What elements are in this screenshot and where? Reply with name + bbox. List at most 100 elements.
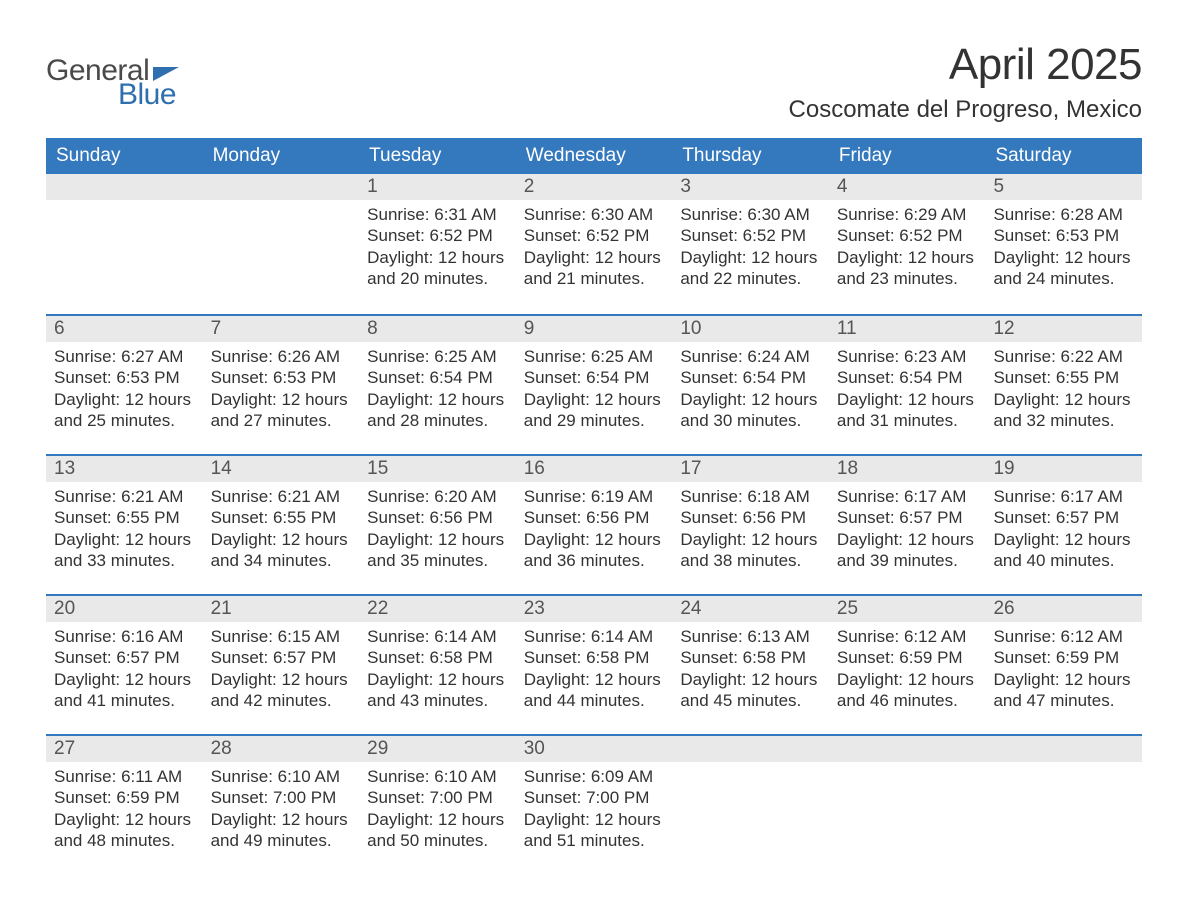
day-number: 8 xyxy=(359,316,516,342)
sunset-line: Sunset: 6:56 PM xyxy=(524,507,665,528)
sunrise-line: Sunrise: 6:14 AM xyxy=(367,626,508,647)
day-number: 9 xyxy=(516,316,673,342)
day-cell: 17Sunrise: 6:18 AMSunset: 6:56 PMDayligh… xyxy=(672,456,829,584)
logo-word-blue: Blue xyxy=(118,78,179,112)
sunrise-line: Sunrise: 6:31 AM xyxy=(367,204,508,225)
day-body: Sunrise: 6:14 AMSunset: 6:58 PMDaylight:… xyxy=(516,622,673,721)
day-header: Sunday xyxy=(46,138,203,174)
day-cell: 10Sunrise: 6:24 AMSunset: 6:54 PMDayligh… xyxy=(672,316,829,444)
title-block: April 2025 Coscomate del Progreso, Mexic… xyxy=(789,40,1142,124)
day-body: Sunrise: 6:31 AMSunset: 6:52 PMDaylight:… xyxy=(359,200,516,299)
day-body: Sunrise: 6:16 AMSunset: 6:57 PMDaylight:… xyxy=(46,622,203,721)
sunrise-line: Sunrise: 6:21 AM xyxy=(211,486,352,507)
daylight-line: Daylight: 12 hours and 50 minutes. xyxy=(367,809,508,852)
sunset-line: Sunset: 7:00 PM xyxy=(367,787,508,808)
day-number: 23 xyxy=(516,596,673,622)
sunset-line: Sunset: 6:52 PM xyxy=(367,225,508,246)
week-row: 6Sunrise: 6:27 AMSunset: 6:53 PMDaylight… xyxy=(46,314,1142,444)
daylight-line: Daylight: 12 hours and 42 minutes. xyxy=(211,669,352,712)
day-header: Saturday xyxy=(985,138,1142,174)
sunset-line: Sunset: 6:52 PM xyxy=(680,225,821,246)
daylight-line: Daylight: 12 hours and 41 minutes. xyxy=(54,669,195,712)
daylight-line: Daylight: 12 hours and 22 minutes. xyxy=(680,247,821,290)
day-body: Sunrise: 6:20 AMSunset: 6:56 PMDaylight:… xyxy=(359,482,516,581)
day-header: Monday xyxy=(203,138,360,174)
sunset-line: Sunset: 6:56 PM xyxy=(367,507,508,528)
daylight-line: Daylight: 12 hours and 28 minutes. xyxy=(367,389,508,432)
day-body: Sunrise: 6:30 AMSunset: 6:52 PMDaylight:… xyxy=(672,200,829,299)
daylight-line: Daylight: 12 hours and 29 minutes. xyxy=(524,389,665,432)
logo: General Blue xyxy=(46,54,179,112)
day-number: 7 xyxy=(203,316,360,342)
sunset-line: Sunset: 6:54 PM xyxy=(837,367,978,388)
day-body: Sunrise: 6:12 AMSunset: 6:59 PMDaylight:… xyxy=(985,622,1142,721)
sunrise-line: Sunrise: 6:10 AM xyxy=(211,766,352,787)
day-number: 2 xyxy=(516,174,673,200)
sunrise-line: Sunrise: 6:21 AM xyxy=(54,486,195,507)
sunset-line: Sunset: 7:00 PM xyxy=(524,787,665,808)
sunrise-line: Sunrise: 6:23 AM xyxy=(837,346,978,367)
sunset-line: Sunset: 6:53 PM xyxy=(993,225,1134,246)
sunrise-line: Sunrise: 6:16 AM xyxy=(54,626,195,647)
day-body: Sunrise: 6:10 AMSunset: 7:00 PMDaylight:… xyxy=(203,762,360,861)
day-number: 20 xyxy=(46,596,203,622)
day-body: Sunrise: 6:25 AMSunset: 6:54 PMDaylight:… xyxy=(359,342,516,441)
sunset-line: Sunset: 6:52 PM xyxy=(524,225,665,246)
sunrise-line: Sunrise: 6:20 AM xyxy=(367,486,508,507)
day-body: Sunrise: 6:17 AMSunset: 6:57 PMDaylight:… xyxy=(985,482,1142,581)
sunrise-line: Sunrise: 6:10 AM xyxy=(367,766,508,787)
day-number: 17 xyxy=(672,456,829,482)
day-body: Sunrise: 6:09 AMSunset: 7:00 PMDaylight:… xyxy=(516,762,673,861)
day-header: Wednesday xyxy=(516,138,673,174)
daylight-line: Daylight: 12 hours and 45 minutes. xyxy=(680,669,821,712)
day-cell: 6Sunrise: 6:27 AMSunset: 6:53 PMDaylight… xyxy=(46,316,203,444)
day-number: 27 xyxy=(46,736,203,762)
day-cell xyxy=(203,174,360,304)
sunrise-line: Sunrise: 6:17 AM xyxy=(993,486,1134,507)
sunset-line: Sunset: 6:58 PM xyxy=(524,647,665,668)
day-body: Sunrise: 6:17 AMSunset: 6:57 PMDaylight:… xyxy=(829,482,986,581)
day-cell: 9Sunrise: 6:25 AMSunset: 6:54 PMDaylight… xyxy=(516,316,673,444)
day-number xyxy=(985,736,1142,762)
sunrise-line: Sunrise: 6:29 AM xyxy=(837,204,978,225)
day-number: 26 xyxy=(985,596,1142,622)
day-number: 24 xyxy=(672,596,829,622)
day-number: 25 xyxy=(829,596,986,622)
sunset-line: Sunset: 6:57 PM xyxy=(54,647,195,668)
week-row: 20Sunrise: 6:16 AMSunset: 6:57 PMDayligh… xyxy=(46,594,1142,724)
day-number: 3 xyxy=(672,174,829,200)
header: General Blue April 2025 Coscomate del Pr… xyxy=(46,40,1142,124)
sunset-line: Sunset: 6:59 PM xyxy=(837,647,978,668)
day-number: 30 xyxy=(516,736,673,762)
daylight-line: Daylight: 12 hours and 31 minutes. xyxy=(837,389,978,432)
sunset-line: Sunset: 6:52 PM xyxy=(837,225,978,246)
sunrise-line: Sunrise: 6:15 AM xyxy=(211,626,352,647)
daylight-line: Daylight: 12 hours and 25 minutes. xyxy=(54,389,195,432)
sunset-line: Sunset: 6:54 PM xyxy=(680,367,821,388)
day-body: Sunrise: 6:30 AMSunset: 6:52 PMDaylight:… xyxy=(516,200,673,299)
day-cell xyxy=(672,736,829,864)
day-header: Thursday xyxy=(672,138,829,174)
day-body: Sunrise: 6:11 AMSunset: 6:59 PMDaylight:… xyxy=(46,762,203,861)
daylight-line: Daylight: 12 hours and 39 minutes. xyxy=(837,529,978,572)
sunrise-line: Sunrise: 6:22 AM xyxy=(993,346,1134,367)
daylight-line: Daylight: 12 hours and 30 minutes. xyxy=(680,389,821,432)
day-body: Sunrise: 6:19 AMSunset: 6:56 PMDaylight:… xyxy=(516,482,673,581)
day-cell: 7Sunrise: 6:26 AMSunset: 6:53 PMDaylight… xyxy=(203,316,360,444)
day-cell: 27Sunrise: 6:11 AMSunset: 6:59 PMDayligh… xyxy=(46,736,203,864)
day-number: 5 xyxy=(985,174,1142,200)
daylight-line: Daylight: 12 hours and 47 minutes. xyxy=(993,669,1134,712)
daylight-line: Daylight: 12 hours and 35 minutes. xyxy=(367,529,508,572)
daylight-line: Daylight: 12 hours and 49 minutes. xyxy=(211,809,352,852)
day-body: Sunrise: 6:14 AMSunset: 6:58 PMDaylight:… xyxy=(359,622,516,721)
day-cell: 25Sunrise: 6:12 AMSunset: 6:59 PMDayligh… xyxy=(829,596,986,724)
day-cell: 29Sunrise: 6:10 AMSunset: 7:00 PMDayligh… xyxy=(359,736,516,864)
day-cell: 8Sunrise: 6:25 AMSunset: 6:54 PMDaylight… xyxy=(359,316,516,444)
day-number: 11 xyxy=(829,316,986,342)
day-number: 22 xyxy=(359,596,516,622)
day-number xyxy=(672,736,829,762)
daylight-line: Daylight: 12 hours and 23 minutes. xyxy=(837,247,978,290)
calendar-page: General Blue April 2025 Coscomate del Pr… xyxy=(0,0,1188,884)
sunrise-line: Sunrise: 6:26 AM xyxy=(211,346,352,367)
sunset-line: Sunset: 6:59 PM xyxy=(993,647,1134,668)
